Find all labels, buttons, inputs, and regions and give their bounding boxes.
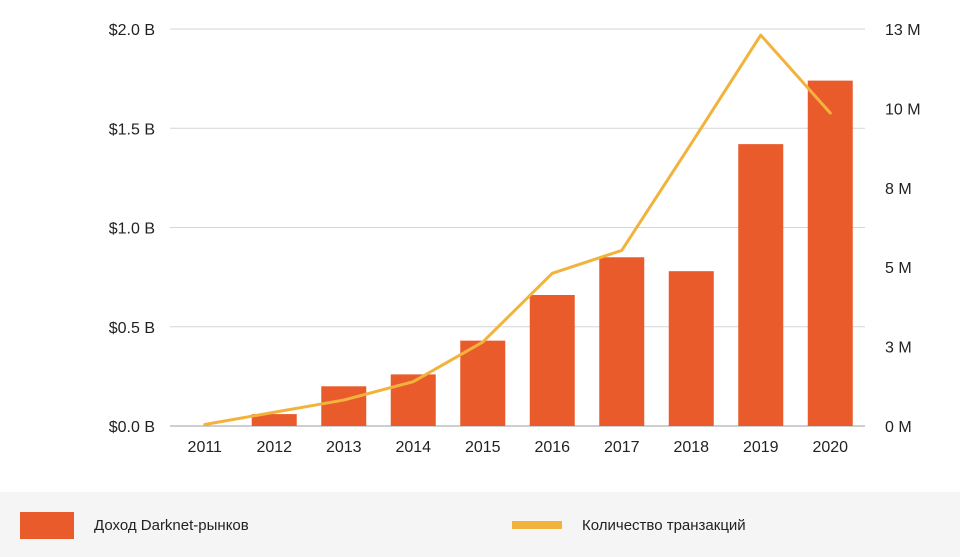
revenue-bar <box>738 144 784 426</box>
left-axis-tick-label: $0.0 B <box>109 419 155 436</box>
right-axis-tick-labels: 0 M 3 M 5 M 8 M 10 M 13 M <box>885 22 921 436</box>
x-axis-tick-label: 2019 <box>743 439 779 456</box>
x-axis-tick-label: 2012 <box>256 439 292 456</box>
right-axis-tick-label: 5 M <box>885 260 912 277</box>
revenue-bar <box>460 340 506 426</box>
revenue-bar <box>599 257 645 426</box>
revenue-bar <box>807 80 853 427</box>
transactions-line <box>203 33 832 426</box>
revenue-bar <box>529 294 575 426</box>
x-axis-tick-label: 2013 <box>326 439 362 456</box>
legend-swatch-bar <box>20 511 74 539</box>
x-axis-tick-label: 2015 <box>465 439 501 456</box>
revenue-bars <box>251 80 853 427</box>
left-axis-tick-label: $2.0 B <box>109 22 155 39</box>
legend-item-revenue: Доход Darknet-рынков <box>20 510 249 540</box>
left-axis-tick-label: $1.0 B <box>109 221 155 238</box>
x-axis-tick-label: 2011 <box>188 439 223 456</box>
left-axis-tick-labels: $0.0 B $0.5 B $1.0 B $1.5 B $2.0 B <box>109 22 155 436</box>
chart-svg: $0.0 B $0.5 B $1.0 B $1.5 B $2.0 B 0 M 3 M 5 M… <box>109 22 921 456</box>
revenue-bar <box>321 386 367 426</box>
revenue-bar <box>251 414 297 426</box>
legend-swatch-line <box>512 521 562 529</box>
x-axis-tick-label: 2020 <box>812 439 848 456</box>
x-axis-tick-label: 2018 <box>673 439 709 456</box>
revenue-bar <box>668 271 714 426</box>
x-axis-tick-label: 2014 <box>395 439 431 456</box>
x-axis-tick-label: 2016 <box>534 439 570 456</box>
right-axis-tick-label: 13 M <box>885 22 921 39</box>
right-axis-tick-label: 0 M <box>885 419 912 436</box>
legend-label-revenue: Доход Darknet-рынков <box>94 516 249 534</box>
right-axis-tick-label: 3 M <box>885 340 912 357</box>
legend-item-transactions: Количество транзакций <box>512 510 746 540</box>
transactions-line-layer <box>203 33 832 426</box>
right-axis-tick-label: 8 M <box>885 181 912 198</box>
left-axis-tick-label: $0.5 B <box>109 320 155 337</box>
right-axis-tick-label: 10 M <box>885 101 921 118</box>
left-axis-tick-label: $1.5 B <box>109 121 155 138</box>
legend-label-transactions: Количество транзакций <box>582 516 746 534</box>
legend: Доход Darknet-рынков Количество транзакц… <box>0 492 960 557</box>
chart: $0.0 B $0.5 B $1.0 B $1.5 B $2.0 B 0 M 3 M 5 M… <box>109 22 921 456</box>
x-axis-tick-labels: 2011 2012 2013 2014 2015 2016 2017 2018 2019 2020 <box>188 439 849 456</box>
x-axis-tick-label: 2017 <box>604 439 640 456</box>
